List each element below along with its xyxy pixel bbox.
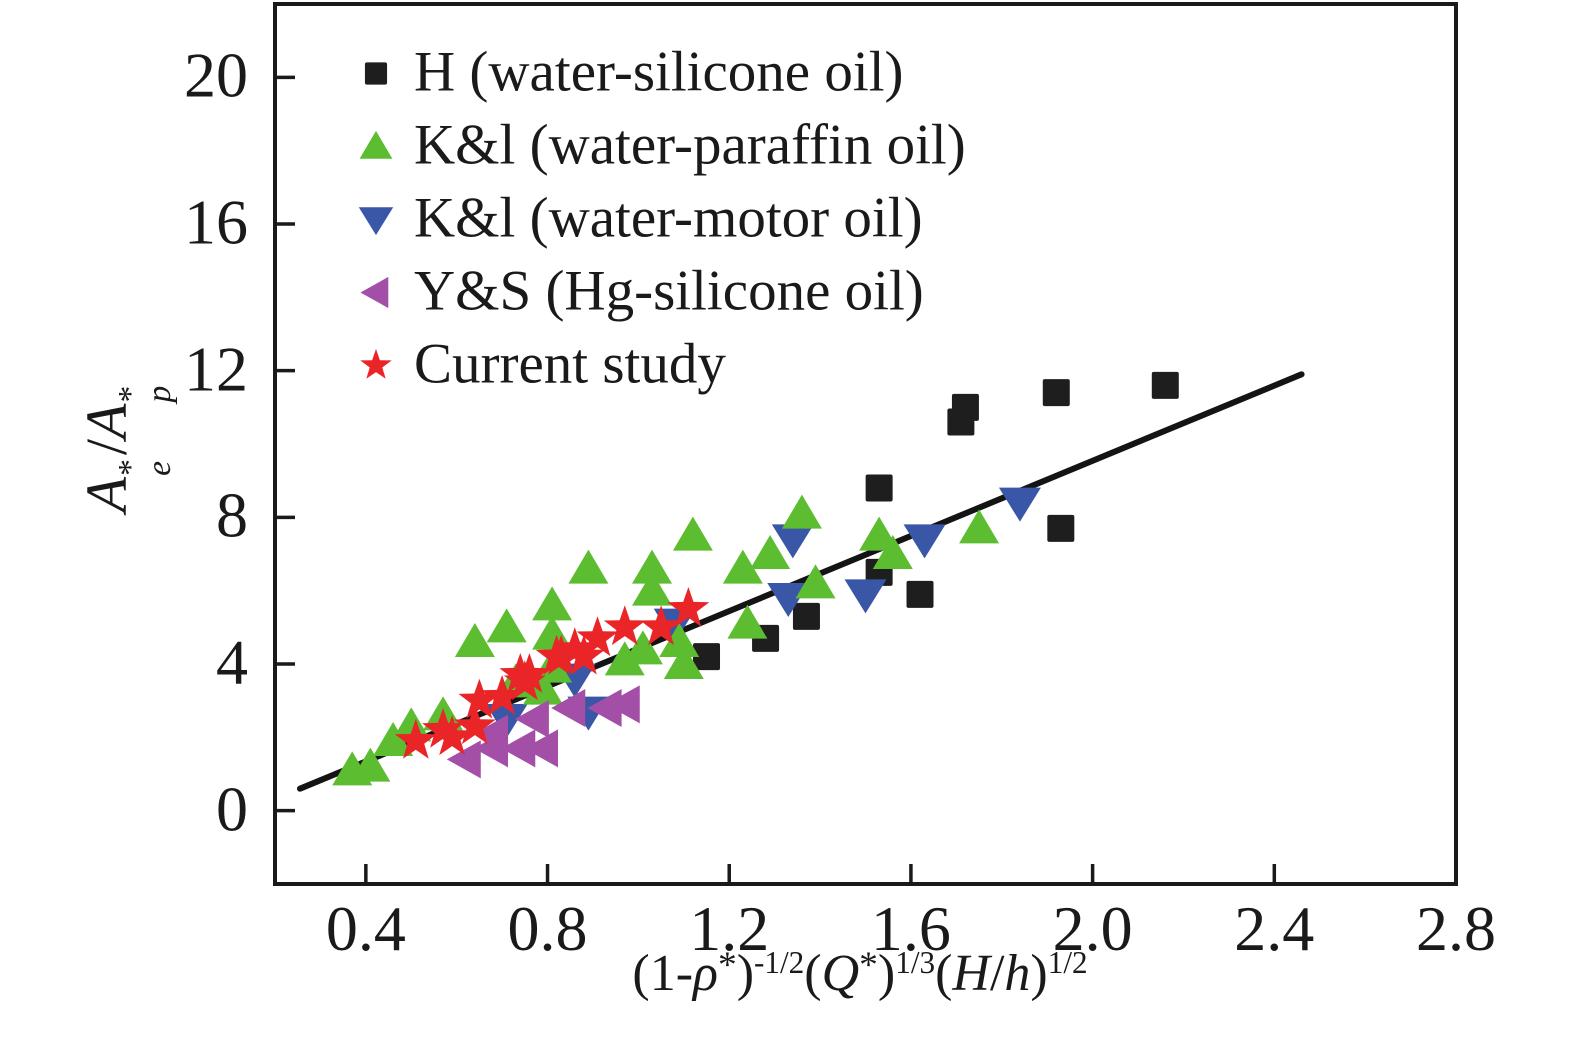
y-tick-label: 12	[184, 333, 248, 405]
marker-star	[553, 627, 596, 668]
marker-star	[563, 634, 605, 675]
y-label-A2: A	[73, 403, 139, 439]
y-tick-label: 20	[184, 40, 248, 112]
marker-triangle-up	[391, 707, 432, 742]
marker-square	[865, 474, 893, 502]
x-axis-label: (1-ρ*)-1/2(Q*)1/3(H/h)1/2	[632, 945, 1087, 1002]
x-tick-label: 1.6	[870, 893, 951, 964]
x-label-exp1: -1/2	[754, 944, 805, 980]
marker-star	[640, 605, 682, 646]
x-label-paren3: (	[804, 945, 822, 1003]
x-label-paren2: )	[736, 945, 755, 1003]
marker-triangle-up	[632, 549, 673, 584]
marker-triangle-left	[587, 689, 622, 727]
marker-star	[422, 708, 464, 748]
x-label-h: h	[1004, 945, 1031, 1003]
x-tick-label: 2.4	[1234, 893, 1315, 964]
marker-triangle-down	[998, 487, 1041, 522]
marker-triangle-left	[605, 685, 640, 724]
marker-triangle-up	[454, 623, 495, 657]
x-label-paren1: (1-	[632, 945, 694, 1003]
x-label-exp3: 1/2	[1047, 944, 1088, 980]
marker-triangle-up	[659, 623, 700, 657]
plot-frame	[273, 2, 1458, 886]
marker-star	[431, 715, 474, 756]
marker-star	[453, 704, 496, 745]
x-label-paren5: (	[935, 945, 953, 1003]
marker-square	[1047, 514, 1075, 542]
marker-star	[576, 616, 619, 657]
marker-triangle-up	[532, 586, 573, 621]
y-tick-label: 8	[216, 480, 248, 552]
marker-square	[693, 643, 721, 671]
marker-triangle-down	[844, 579, 887, 614]
marker-star	[394, 719, 437, 759]
marker-triangle-up	[486, 608, 527, 643]
marker-triangle-up	[632, 571, 673, 606]
x-label-exp2: 1/3	[895, 944, 936, 980]
marker-triangle-up	[663, 645, 704, 679]
marker-triangle-down	[903, 524, 946, 559]
y-tick-label: 16	[184, 186, 248, 258]
marker-triangle-up	[568, 549, 609, 584]
marker-triangle-up	[781, 494, 822, 529]
x-label-paren6: )	[1030, 945, 1048, 1003]
x-label-H: H	[952, 945, 990, 1003]
marker-triangle-up	[959, 509, 1000, 544]
marker-triangle-left	[501, 729, 536, 768]
marker-triangle-left	[514, 700, 549, 738]
x-tick-label: 0.4	[325, 893, 406, 964]
marker-star	[603, 605, 646, 646]
marker-triangle-left	[523, 729, 558, 768]
x-label-paren4: )	[877, 945, 896, 1003]
marker-square	[792, 602, 820, 630]
x-tick-label: 2.8	[1416, 893, 1496, 964]
y-tick-label: 0	[216, 773, 248, 845]
x-tick-label: 0.8	[507, 893, 588, 964]
x-tick-label: 1.2	[689, 893, 770, 964]
marker-triangle-up	[727, 604, 768, 639]
marker-triangle-up	[872, 535, 913, 569]
marker-triangle-up	[672, 516, 713, 551]
marker-square	[1151, 371, 1179, 399]
marker-triangle-down	[771, 524, 814, 559]
marker-star	[667, 587, 710, 627]
x-label-star1: *	[717, 945, 737, 986]
x-label-star2: *	[859, 945, 878, 986]
marker-triangle-up	[622, 630, 663, 665]
x-label-Q: Q	[821, 945, 860, 1003]
marker-triangle-up	[350, 747, 391, 782]
marker-triangle-up	[750, 535, 791, 569]
marker-triangle-left	[551, 689, 586, 727]
y-tick-label: 4	[216, 626, 248, 698]
x-label-slash: /	[989, 945, 1005, 1003]
marker-triangle-left	[446, 740, 481, 779]
marker-triangle-left	[474, 714, 509, 753]
marker-triangle-up	[722, 549, 763, 584]
x-tick-label: 2.0	[1052, 893, 1133, 964]
marker-triangle-up	[795, 564, 836, 599]
marker-triangle-up	[604, 641, 645, 676]
x-label-rho: ρ	[693, 945, 718, 1003]
marker-triangle-down	[767, 583, 810, 617]
marker-star	[458, 678, 501, 719]
y-label-slash: /	[73, 438, 139, 456]
y-label-sub1: e	[140, 460, 178, 476]
marker-square	[951, 393, 979, 421]
marker-square	[906, 580, 934, 608]
marker-square	[1042, 379, 1070, 407]
marker-star	[481, 675, 523, 715]
marker-star	[508, 653, 551, 693]
marker-star	[540, 634, 583, 675]
